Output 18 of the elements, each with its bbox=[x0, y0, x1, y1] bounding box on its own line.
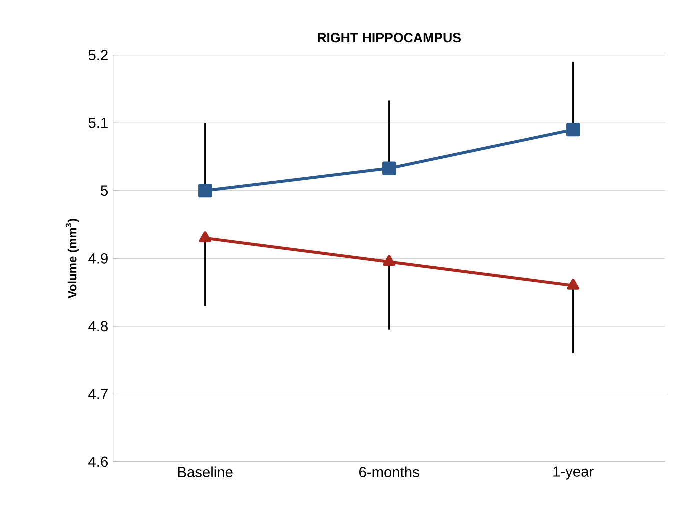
x-tick-label: Baseline bbox=[178, 466, 233, 478]
x-tick-label: 1-year bbox=[554, 466, 594, 480]
y-axis-title: Volume (mm$^{3}$) bbox=[66, 219, 80, 299]
y-tick-label: 4.9 bbox=[88, 253, 108, 264]
point bbox=[198, 184, 212, 198]
y-tick-label: 5 bbox=[101, 186, 108, 196]
chart-title: RIGHT HIPPOCAMPUS bbox=[318, 33, 462, 43]
point bbox=[199, 232, 212, 242]
x-tick-label: 6-months bbox=[360, 466, 420, 478]
y-tick-label: 4.6 bbox=[88, 456, 108, 468]
y-tick-label: 5.1 bbox=[88, 118, 108, 128]
point bbox=[383, 255, 396, 266]
y-tick-label: 4.8 bbox=[88, 321, 108, 332]
y-tick-label: 4.7 bbox=[88, 389, 108, 400]
point bbox=[567, 278, 580, 290]
point bbox=[566, 123, 580, 137]
y-tick-label: 5.2 bbox=[88, 50, 108, 61]
point bbox=[382, 162, 396, 176]
